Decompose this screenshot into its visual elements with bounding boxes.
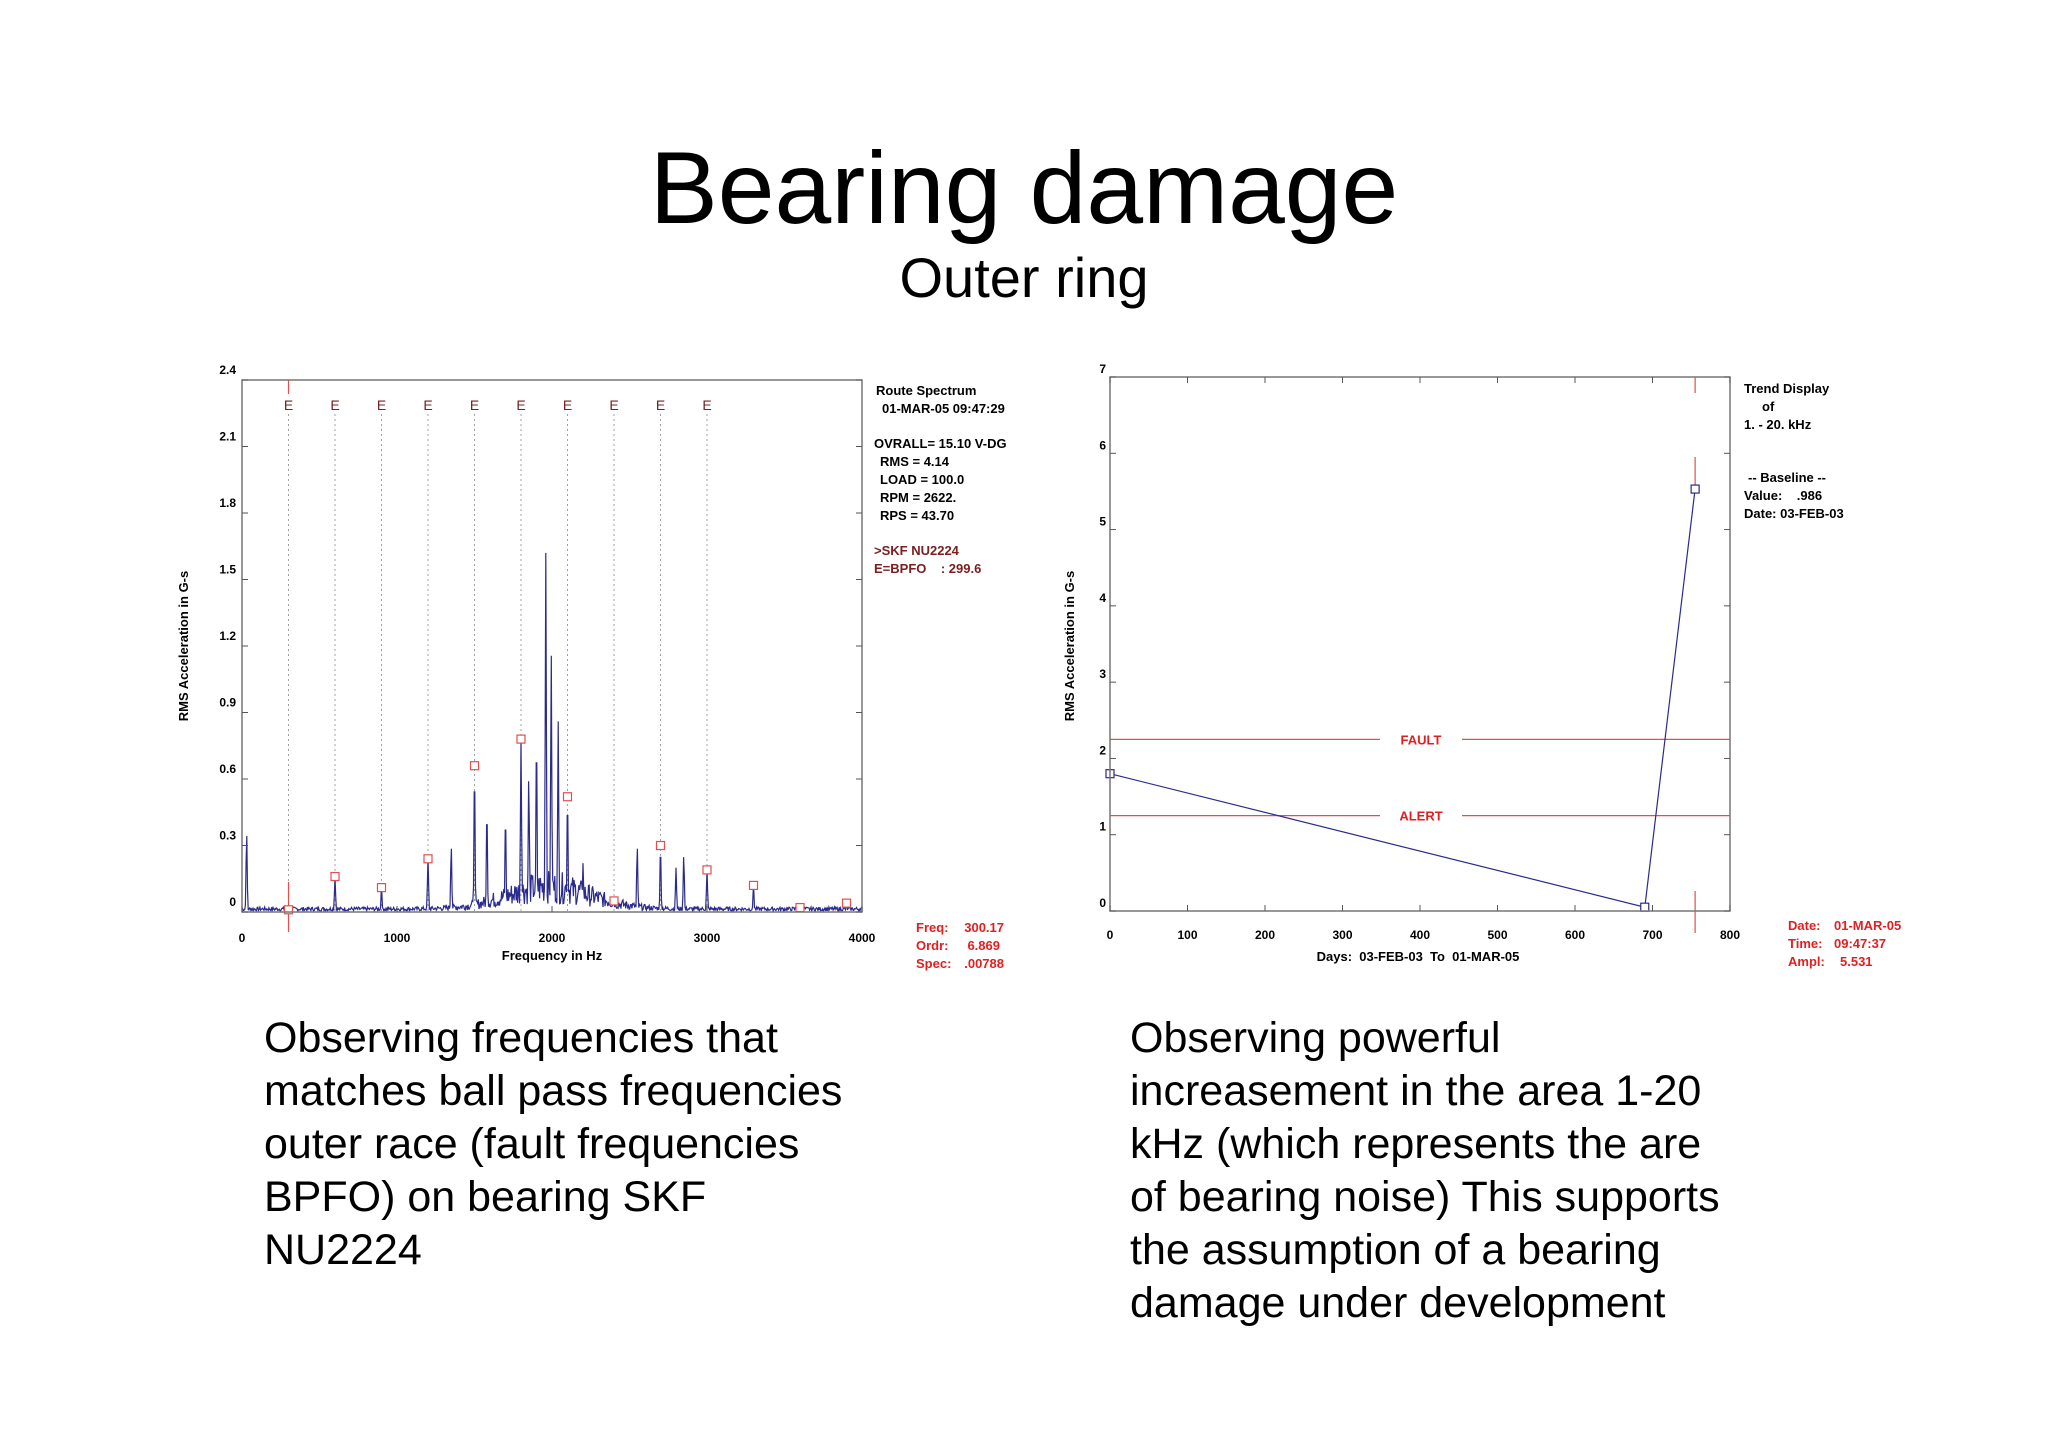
spectrum-trace [241,552,863,914]
trend-x-tick-label: 0 [1107,928,1114,942]
spectrum-x-axis-label: Frequency in Hz [502,948,603,963]
trend-info-value: Value: .986 [1744,488,1822,503]
spectrum-y-tick-label: 2.1 [219,430,236,444]
harmonic-marker [748,880,759,891]
spectrum-info-rpm: RPM = 2622. [880,490,956,505]
trend-x-tick-label: 700 [1642,928,1662,942]
harmonic-marker [283,905,294,915]
fault-frequency-label: E [516,397,525,413]
spectrum-readout-freq-label: Freq: [916,920,949,935]
fault-frequency-label: E [563,397,572,413]
spectrum-y-tick-label: 2.4 [219,363,236,377]
trend-info-range: 1. - 20. kHz [1744,417,1812,432]
threshold-label: FAULT [1401,732,1442,747]
spectrum-info-load: LOAD = 100.0 [880,472,964,487]
trend-x-tick-label: 400 [1410,928,1430,942]
spectrum-y-tick-label: 0.3 [219,829,236,843]
trend-readout-time-value: 09:47:37 [1834,936,1886,951]
harmonic-marker [655,840,666,851]
fault-frequency-label: E [330,397,339,413]
trend-x-tick-label: 100 [1177,928,1197,942]
spectrum-y-tick-label: 1.5 [219,563,236,577]
slide-title: Bearing damage [649,131,1399,245]
spectrum-info-heading: Route Spectrum [876,383,976,398]
spectrum-x-tick-label: 2000 [539,931,566,945]
trend-y-tick-label: 4 [1099,591,1106,605]
spectrum-info-overall: OVRALL= 15.10 V-DG [874,436,1007,451]
trend-readout-time-label: Time: [1788,936,1822,951]
harmonic-marker [609,896,619,906]
harmonic-marker [516,734,526,744]
spectrum-info-date: 01-MAR-05 09:47:29 [882,401,1005,416]
trend-x-tick-label: 800 [1720,928,1740,942]
trend-y-tick-label: 5 [1099,515,1106,529]
trend-readout-date-label: Date: [1788,918,1821,933]
spectrum-y-tick-label: 0.6 [219,762,236,776]
spectrum-x-tick-label: 3000 [694,931,721,945]
trend-y-tick-label: 6 [1099,438,1106,452]
caption-left: Observing frequencies that matches ball … [264,1014,843,1274]
spectrum-y-tick-label: 0 [229,895,236,909]
trend-point [1640,902,1650,912]
spectrum-readout-spec-value: .00788 [964,956,1004,971]
trend-info-of: of [1762,399,1775,414]
trend-x-tick-label: 300 [1332,928,1352,942]
trend-info-date: Date: 03-FEB-03 [1744,506,1844,521]
trend-readout-ampl-value: 5.531 [1840,954,1873,969]
spectrum-y-axis-label: RMS Acceleration in G-s [176,571,191,722]
harmonic-marker [562,792,573,802]
fault-frequency-label: E [470,397,479,413]
spectrum-y-tick-label: 1.8 [219,496,236,510]
spectrum-info-bpfo: E=BPFO : 299.6 [874,561,981,576]
trend-x-tick-label: 500 [1487,928,1507,942]
spectrum-x-tick-label: 4000 [849,931,876,945]
fault-frequency-label: E [702,397,711,413]
threshold-label: ALERT [1399,809,1442,824]
trend-y-tick-label: 7 [1099,362,1106,376]
trend-y-tick-label: 3 [1099,667,1106,681]
caption-right: Observing powerful increasement in the a… [1130,1014,1720,1327]
harmonic-marker [330,871,340,882]
fault-frequency-label: E [284,397,293,413]
trend-point [1690,484,1700,494]
spectrum-x-tick-label: 0 [239,931,246,945]
trend-info-heading: Trend Display [1744,381,1830,396]
spectrum-x-tick-label: 1000 [384,931,411,945]
harmonic-marker [423,854,433,864]
harmonic-marker [376,883,387,893]
spectrum-info-rms: RMS = 4.14 [880,454,950,469]
fault-frequency-label: E [609,397,618,413]
trend-y-tick-label: 0 [1099,896,1106,910]
spectrum-readout-ordr-value: 6.869 [967,938,1000,953]
spectrum-y-tick-label: 1.2 [219,629,236,643]
trend-x-tick-label: 200 [1255,928,1275,942]
fault-frequency-label: E [423,397,432,413]
trend-x-tick-label: 600 [1565,928,1585,942]
spectrum-y-tick-label: 0.9 [219,696,236,710]
trend-x-axis-label: Days: 03-FEB-03 To 01-MAR-05 [1317,949,1520,964]
spectrum-info-rps: RPS = 43.70 [880,508,954,523]
trend-plot-frame [1109,376,1731,912]
spectrum-readout-freq-value: 300.17 [964,920,1004,935]
fault-frequency-label: E [656,397,665,413]
trend-y-axis-label: RMS Acceleration in G-s [1062,571,1077,722]
slide-subtitle: Outer ring [899,246,1149,309]
harmonic-marker [702,865,712,875]
spectrum-readout-ordr-label: Ordr: [916,938,949,953]
spectrum-readout-spec-label: Spec: [916,956,951,971]
trend-readout-date-value: 01-MAR-05 [1834,918,1901,933]
harmonic-marker [469,761,480,771]
trend-y-tick-label: 2 [1099,743,1106,757]
harmonic-marker [841,898,852,908]
fault-frequency-label: E [377,397,386,413]
spectrum-info-bearing: >SKF NU2224 [874,543,960,558]
trend-info-baseline-heading: -- Baseline -- [1748,470,1826,485]
trend-series-line [1109,489,1696,908]
trend-readout-ampl-label: Ampl: [1788,954,1825,969]
trend-y-tick-label: 1 [1099,820,1106,834]
